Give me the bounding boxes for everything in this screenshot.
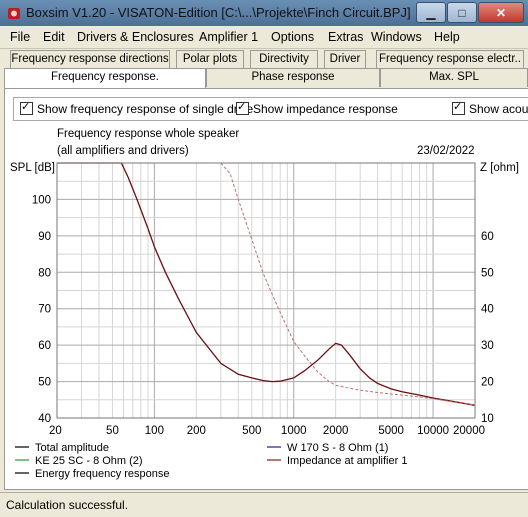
- legend-label: Impedance at amplifier 1: [287, 455, 407, 467]
- chart-date: 23/02/2022: [417, 145, 475, 157]
- status-text: Calculation successful.: [6, 498, 129, 512]
- menu-file[interactable]: File: [10, 30, 31, 44]
- tab-polar-plots[interactable]: Polar plots: [176, 50, 244, 69]
- menu-windows[interactable]: Windows: [371, 30, 422, 44]
- series-line: [57, 162, 476, 406]
- plot-frame: [56, 162, 476, 419]
- maximize-button[interactable]: □: [447, 2, 477, 23]
- y-axis-left-label: SPL [dB]: [10, 162, 55, 174]
- window-title: Boxsim V1.20 - VISATON-Edition [C:\...\P…: [26, 5, 411, 20]
- status-bar: Calculation successful.: [0, 492, 528, 517]
- y-tick-left-label: 40: [38, 413, 51, 425]
- impedance-checkbox[interactable]: Show impedance response: [236, 100, 398, 116]
- y-tick-right-label: 50: [481, 267, 494, 279]
- single-drive-checkbox[interactable]: Show frequency response of single drive: [20, 100, 254, 116]
- checkbox-checked-icon: [452, 100, 465, 115]
- checkbox-checked-icon: [20, 100, 33, 115]
- frequency-response-chart: Frequency response whole speaker (all am…: [10, 128, 519, 480]
- legend-label: KE 25 SC - 8 Ohm (2): [35, 455, 143, 467]
- chart-legend: Total amplitude W 170 S - 8 Ohm (1) KE 25 …: [15, 442, 407, 480]
- y-tick-left-label: 100: [32, 194, 51, 206]
- x-tick-label: 1000: [281, 425, 307, 437]
- legend-label: W 170 S - 8 Ohm (1): [287, 442, 388, 454]
- acoustic-checkbox[interactable]: Show acous: [452, 100, 528, 116]
- x-tick-label: 5000: [378, 425, 404, 437]
- tab-frequency-response-directions[interactable]: Frequency response directions: [10, 50, 170, 69]
- close-button[interactable]: ✕: [478, 2, 524, 23]
- close-icon: ✕: [495, 5, 507, 20]
- window-controls: ▁ □ ✕: [415, 2, 524, 23]
- display-options-bar: Show frequency response of single drive …: [13, 97, 528, 121]
- minimize-icon: ▁: [426, 5, 436, 20]
- x-tick-label: 2000: [323, 425, 349, 437]
- title-bar: Boxsim V1.20 - VISATON-Edition [C:\...\P…: [0, 0, 528, 26]
- tab-driver[interactable]: Driver: [324, 50, 366, 69]
- y-tick-left-label: 50: [38, 377, 51, 389]
- acoustic-label: Show acous: [469, 102, 528, 116]
- x-tick-label: 20: [49, 425, 62, 437]
- chart-ticks: 40 50 60 70 80 90 100 10 20 30 40 50 60 20 50 100 200 500…: [32, 194, 494, 437]
- frequency-response-panel: Show frequency response of single drive …: [4, 88, 528, 490]
- x-tick-label: 100: [145, 425, 164, 437]
- y-tick-right-label: 20: [481, 377, 494, 389]
- y-tick-left-label: 80: [38, 267, 51, 279]
- chart-title: Frequency response whole speaker: [57, 128, 239, 140]
- checkbox-checked-icon: [236, 100, 249, 115]
- menu-help[interactable]: Help: [434, 30, 460, 44]
- y-axis-right-label: Z [ohm]: [480, 162, 519, 174]
- series-line: [220, 162, 476, 406]
- tab-phase-response[interactable]: Phase response: [206, 68, 380, 87]
- menu-amplifier-1[interactable]: Amplifier 1: [199, 30, 259, 44]
- single-drive-label: Show frequency response of single drive: [37, 102, 254, 116]
- menu-bar: File Edit Drivers & Enclosures Amplifier…: [0, 26, 528, 49]
- menu-edit[interactable]: Edit: [43, 30, 65, 44]
- legend-label: Total amplitude: [35, 442, 109, 454]
- chart-series: [57, 162, 476, 406]
- y-tick-right-label: 40: [481, 304, 494, 316]
- y-tick-left-label: 90: [38, 231, 51, 243]
- y-tick-right-label: 60: [481, 231, 494, 243]
- y-tick-left-label: 60: [38, 340, 51, 352]
- x-tick-label: 200: [187, 425, 206, 437]
- tab-frequency-response[interactable]: Frequency response.: [4, 68, 206, 89]
- y-tick-left-label: 70: [38, 304, 51, 316]
- tab-directivity[interactable]: Directivity: [250, 50, 318, 69]
- chart-grid: [56, 162, 476, 419]
- y-tick-right-label: 10: [481, 413, 494, 425]
- maximize-icon: □: [458, 5, 466, 20]
- tab-frequency-response-electrical[interactable]: Frequency response electr..: [376, 50, 524, 69]
- legend-label: Energy frequency response: [35, 468, 170, 480]
- impedance-label: Show impedance response: [253, 102, 398, 116]
- menu-extras[interactable]: Extras: [328, 30, 364, 44]
- boxsim-app-icon: [8, 8, 20, 19]
- tab-max-spl[interactable]: Max. SPL: [380, 68, 528, 87]
- chart-subtitle: (all amplifiers and drivers): [57, 145, 189, 157]
- x-tick-label: 500: [242, 425, 261, 437]
- x-tick-label: 20000: [453, 425, 485, 437]
- x-tick-label: 50: [106, 425, 119, 437]
- y-tick-right-label: 30: [481, 340, 494, 352]
- menu-options[interactable]: Options: [271, 30, 315, 44]
- minimize-button[interactable]: ▁: [416, 2, 446, 23]
- menu-drivers-enclosures[interactable]: Drivers & Enclosures: [77, 30, 194, 44]
- x-tick-label: 10000: [417, 425, 449, 437]
